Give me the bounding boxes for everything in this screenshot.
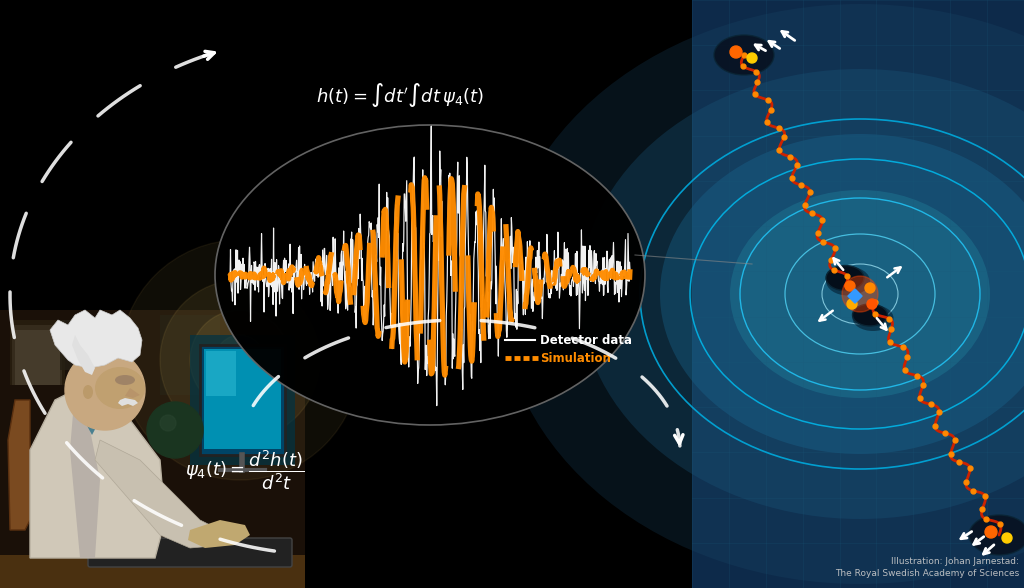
Ellipse shape bbox=[730, 190, 990, 398]
Polygon shape bbox=[30, 390, 165, 558]
FancyBboxPatch shape bbox=[10, 320, 65, 385]
Polygon shape bbox=[8, 400, 30, 530]
FancyBboxPatch shape bbox=[206, 351, 236, 396]
Ellipse shape bbox=[95, 367, 145, 409]
FancyBboxPatch shape bbox=[190, 335, 295, 465]
Ellipse shape bbox=[115, 375, 135, 385]
Text: $\psi_4(t) = \dfrac{d^2h(t)}{d^2t}$: $\psi_4(t) = \dfrac{d^2h(t)}{d^2t}$ bbox=[185, 448, 305, 492]
Polygon shape bbox=[50, 310, 142, 368]
FancyBboxPatch shape bbox=[12, 325, 62, 385]
Circle shape bbox=[842, 276, 878, 312]
Polygon shape bbox=[72, 335, 95, 375]
FancyBboxPatch shape bbox=[160, 315, 220, 395]
Circle shape bbox=[730, 46, 742, 58]
Ellipse shape bbox=[500, 4, 1024, 584]
Circle shape bbox=[147, 402, 203, 458]
Ellipse shape bbox=[660, 134, 1024, 454]
FancyBboxPatch shape bbox=[200, 345, 285, 455]
FancyBboxPatch shape bbox=[15, 330, 60, 385]
Polygon shape bbox=[118, 398, 138, 406]
Ellipse shape bbox=[826, 266, 864, 290]
Ellipse shape bbox=[826, 266, 870, 296]
Circle shape bbox=[867, 299, 877, 309]
Circle shape bbox=[985, 526, 997, 538]
Circle shape bbox=[190, 310, 290, 410]
Ellipse shape bbox=[969, 515, 1024, 555]
Circle shape bbox=[847, 299, 857, 309]
Circle shape bbox=[65, 350, 145, 430]
Circle shape bbox=[160, 280, 319, 440]
Ellipse shape bbox=[853, 304, 888, 326]
Ellipse shape bbox=[580, 69, 1024, 519]
Polygon shape bbox=[188, 520, 250, 548]
FancyBboxPatch shape bbox=[88, 538, 292, 567]
Circle shape bbox=[746, 53, 757, 63]
Circle shape bbox=[160, 415, 176, 431]
FancyBboxPatch shape bbox=[0, 555, 305, 588]
FancyBboxPatch shape bbox=[204, 349, 281, 449]
Ellipse shape bbox=[714, 35, 774, 75]
Bar bbox=[848, 289, 862, 303]
Polygon shape bbox=[125, 388, 140, 398]
Circle shape bbox=[865, 283, 874, 293]
Text: Simulation: Simulation bbox=[540, 352, 611, 365]
FancyBboxPatch shape bbox=[60, 320, 100, 370]
FancyBboxPatch shape bbox=[0, 310, 305, 588]
Ellipse shape bbox=[83, 385, 93, 399]
Text: $h(t) = \int dt^{\prime} \int dt\,\psi_4(t)$: $h(t) = \int dt^{\prime} \int dt\,\psi_4… bbox=[316, 81, 484, 109]
Polygon shape bbox=[70, 390, 100, 558]
Circle shape bbox=[1002, 533, 1012, 543]
Circle shape bbox=[215, 335, 265, 385]
Polygon shape bbox=[95, 440, 225, 548]
Text: Detector data: Detector data bbox=[540, 333, 632, 346]
Circle shape bbox=[120, 240, 360, 480]
Polygon shape bbox=[84, 395, 100, 435]
Ellipse shape bbox=[215, 125, 645, 425]
FancyBboxPatch shape bbox=[692, 0, 1024, 588]
Circle shape bbox=[845, 281, 855, 291]
Text: Illustration: Johan Jarnestad:
The Royal Swedish Academy of Sciences: Illustration: Johan Jarnestad: The Royal… bbox=[835, 557, 1019, 578]
Ellipse shape bbox=[853, 305, 894, 331]
